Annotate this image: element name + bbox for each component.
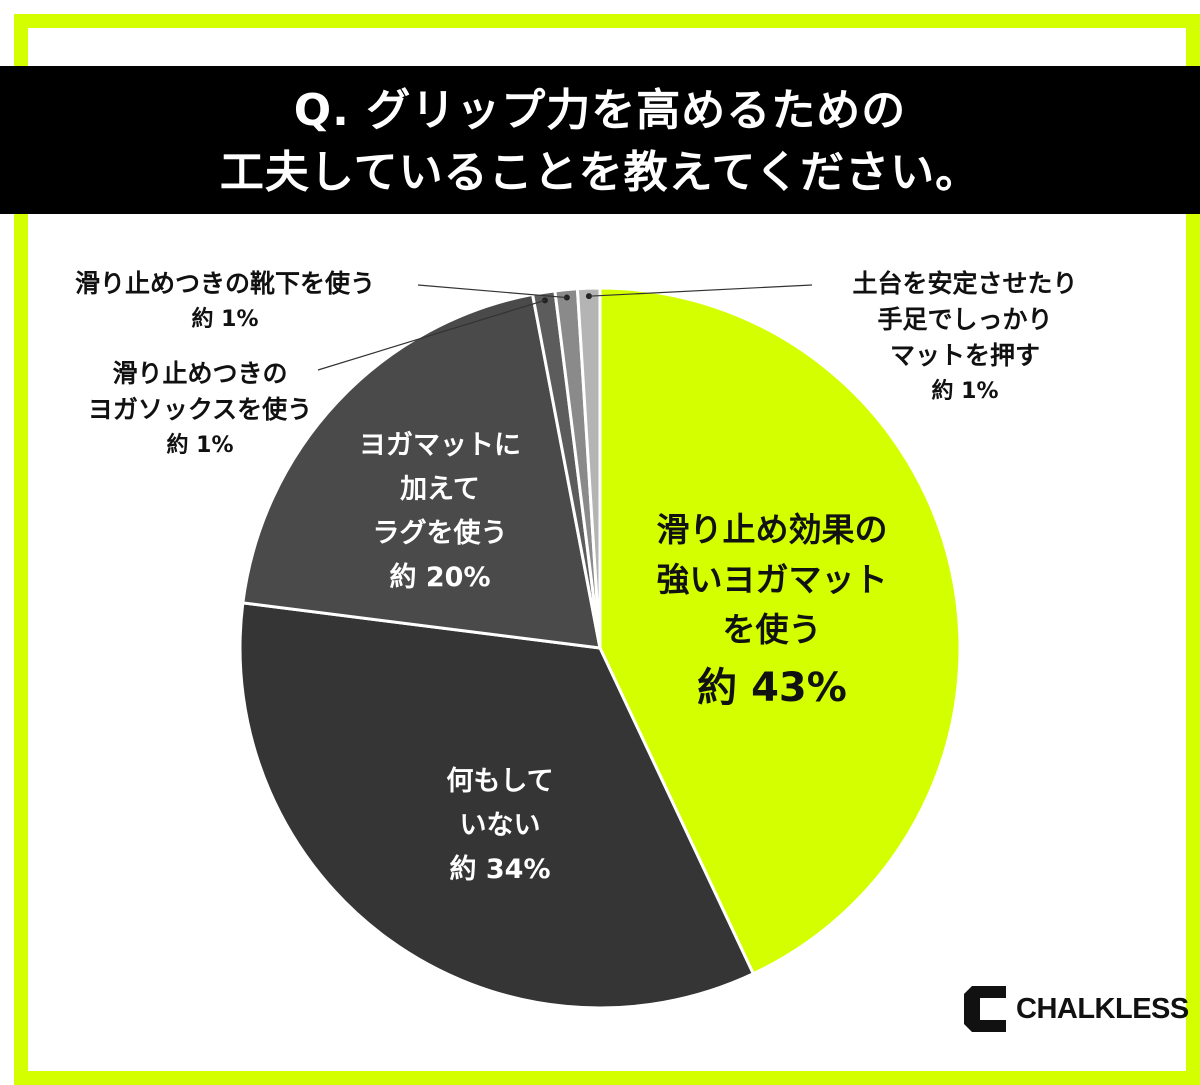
leader-line-tabi <box>417 284 567 299</box>
ext-label-tabi: 滑り止めつきの靴下を使う 約 1% <box>40 266 410 338</box>
leader-lines <box>317 284 813 371</box>
slice-label-nothing-line-2: いない <box>459 810 541 841</box>
ext-label-stable-line-2: 手足でしっかり <box>877 305 1053 334</box>
slice-label-mat-line-2: 強いヨガマット <box>656 560 888 599</box>
ext-value-stable: 約 1% <box>931 379 999 404</box>
slice-label-rug-line-1: ヨガマットに <box>359 430 521 461</box>
ext-label-socks-line-2: ヨガソックスを使う <box>87 395 313 424</box>
chalkless-c-icon <box>964 986 1006 1032</box>
title-bar: Q. グリップ力を高めるための 工夫していることを教えてください。 <box>0 66 1200 214</box>
ext-label-stable-line-3: マットを押す <box>889 341 1040 370</box>
slice-value-nothing: 約 34% <box>449 854 551 885</box>
slice-value-mat: 約 43% <box>697 665 847 711</box>
ext-label-tabi-line-1: 滑り止めつきの靴下を使う <box>74 269 375 298</box>
chart-title-line-2: 工夫していることを教えてください。 <box>219 147 981 198</box>
pie-slices <box>238 286 962 1010</box>
slice-label-mat: 滑り止め効果の 強いヨガマット を使う 約 43% <box>612 505 932 721</box>
ext-label-stable-line-1: 土台を安定させたり <box>852 269 1078 298</box>
chalkless-logo: CHALKLESS <box>962 984 1189 1034</box>
leader-line-socks <box>317 299 546 371</box>
ext-label-socks-line-1: 滑り止めつきの <box>112 359 288 388</box>
slice-label-mat-line-1: 滑り止め効果の <box>656 510 888 549</box>
leader-line-stable <box>588 284 813 297</box>
ext-label-socks: 滑り止めつきの ヨガソックスを使う 約 1% <box>40 356 360 464</box>
logo-text: CHALKLESS <box>1016 992 1189 1025</box>
pie-slice-mat <box>598 286 962 976</box>
slice-label-rug-line-2: 加えて <box>400 474 480 505</box>
ext-label-stable: 土台を安定させたり 手足でしっかり マットを押す 約 1% <box>820 266 1110 410</box>
slice-label-rug: ヨガマットに 加えて ラグを使う 約 20% <box>320 424 560 600</box>
slice-label-mat-line-3: を使う <box>722 610 822 649</box>
pie-slice-rug <box>241 292 602 650</box>
slice-value-rug: 約 20% <box>389 562 491 593</box>
ext-value-socks: 約 1% <box>166 433 234 458</box>
slice-label-nothing-line-1: 何もして <box>446 766 554 797</box>
ext-value-tabi: 約 1% <box>191 307 259 332</box>
pie-slice-stable <box>575 286 602 649</box>
slice-label-nothing: 何もして いない 約 34% <box>390 760 610 892</box>
pie-slice-nothing <box>238 601 756 1010</box>
slice-label-rug-line-3: ラグを使う <box>372 518 508 549</box>
chart-title-line-1: Q. グリップ力を高めるための <box>293 85 907 136</box>
